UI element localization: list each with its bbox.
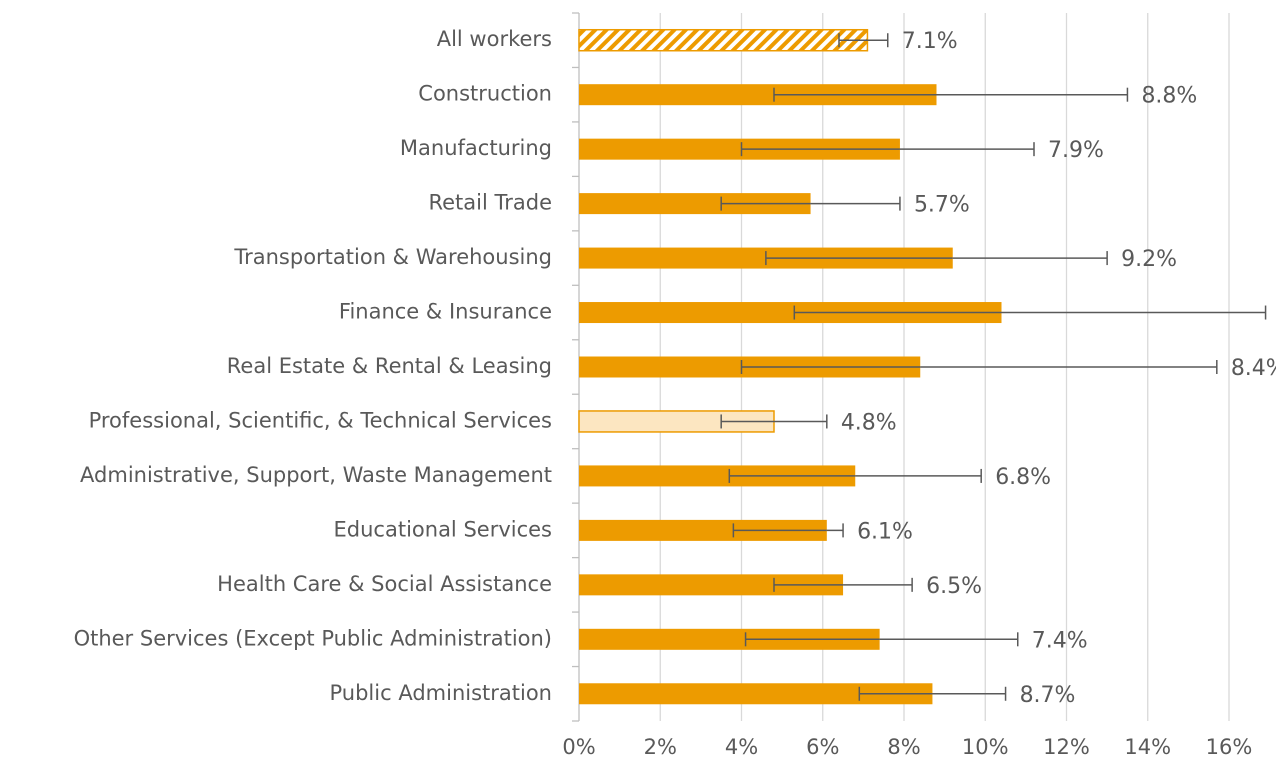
category-label: Other Services (Except Public Administra… (74, 626, 552, 650)
category-label: Health Care & Social Assistance (217, 572, 552, 596)
x-tick-label: 16% (1206, 735, 1253, 759)
data-label: 8.8% (1141, 84, 1197, 109)
x-tick-label: 8% (887, 735, 920, 759)
x-tick-label: 12% (1043, 735, 1090, 759)
bar (579, 519, 827, 541)
category-label: Professional, Scientific, & Technical Se… (89, 408, 552, 432)
bar (579, 84, 937, 106)
data-label: 8.7% (1020, 683, 1076, 708)
data-label: 4.8% (841, 410, 897, 435)
data-label: 9.2% (1121, 247, 1177, 272)
x-tick-label: 0% (562, 735, 595, 759)
category-label: Administrative, Support, Waste Managemen… (80, 463, 552, 487)
bar (579, 302, 1002, 324)
bar (579, 193, 811, 215)
data-label: 5.7% (914, 193, 970, 218)
data-label: 7.4% (1032, 628, 1088, 653)
bar (579, 465, 856, 487)
category-label: Public Administration (330, 681, 553, 705)
x-tick-label: 2% (644, 735, 677, 759)
category-label: Retail Trade (428, 191, 552, 215)
category-label: Educational Services (334, 517, 552, 541)
bar (579, 628, 880, 650)
data-label: 7.1% (902, 29, 958, 54)
x-tick-label: 4% (725, 735, 758, 759)
category-label: All workers (437, 27, 552, 51)
bar (579, 574, 844, 596)
category-label: Construction (418, 82, 552, 106)
category-label: Manufacturing (400, 136, 552, 160)
x-tick-label: 10% (962, 735, 1009, 759)
data-label: 8.4% (1231, 356, 1276, 381)
data-label: 6.1% (857, 519, 913, 544)
data-label: 6.8% (995, 465, 1051, 490)
bar (579, 138, 900, 160)
category-label: Finance & Insurance (339, 300, 552, 324)
data-label: 6.5% (926, 574, 982, 599)
category-label: Transportation & Warehousing (233, 245, 552, 269)
x-tick-label: 14% (1124, 735, 1171, 759)
bar (578, 28, 869, 52)
data-label: 7.9% (1048, 138, 1104, 163)
x-tick-label: 6% (806, 735, 839, 759)
bar (579, 683, 933, 705)
category-label: Real Estate & Rental & Leasing (227, 354, 552, 378)
